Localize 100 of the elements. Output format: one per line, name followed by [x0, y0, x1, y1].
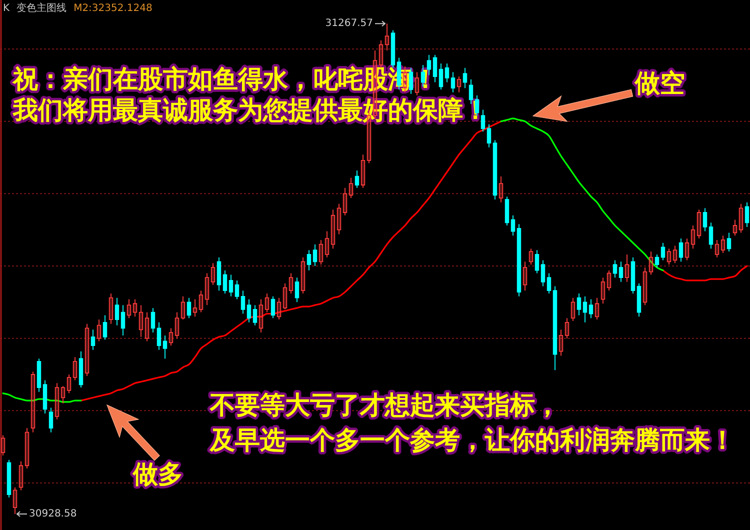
candlestick: [78, 350, 84, 388]
candlestick: [252, 304, 258, 326]
candlestick: [612, 260, 618, 278]
annotation: K: [3, 3, 10, 14]
candlestick: [48, 407, 54, 433]
candlestick: [342, 187, 348, 216]
candlestick: [354, 170, 360, 188]
candlestick: [276, 297, 282, 320]
candlestick: [198, 290, 204, 313]
candlestick: [126, 298, 132, 319]
candlestick: [96, 319, 102, 342]
candlestick: [168, 328, 174, 346]
candlestick: [384, 23, 390, 51]
candlestick: [120, 304, 126, 336]
candlestick: [582, 296, 588, 323]
candlestick: [18, 460, 24, 491]
candlestick: [288, 272, 294, 294]
candlestick: [678, 238, 684, 262]
candlestick: [594, 297, 600, 320]
candlestick: [12, 486, 18, 514]
candlestick: [486, 124, 492, 148]
candlestick: [228, 274, 234, 297]
candlestick: [654, 254, 660, 268]
candlestick: [498, 176, 504, 203]
candlestick: [456, 76, 462, 93]
candlestick: [618, 261, 624, 282]
candlestick: [216, 256, 222, 292]
candlestick: [630, 256, 636, 294]
candlestick: [132, 298, 138, 318]
candlestick: [240, 290, 246, 314]
candlestick: [186, 297, 192, 319]
candlestick: [726, 232, 732, 252]
candlestick: [558, 329, 564, 356]
candlestick: [222, 270, 228, 294]
annotation: 做多: [132, 460, 183, 488]
annotation: 做空: [634, 68, 685, 98]
candlestick: [564, 318, 570, 339]
candlestick: [492, 140, 498, 200]
candlestick: [312, 244, 318, 266]
candlestick: [234, 280, 240, 300]
candlestick: [318, 240, 324, 266]
candlestick: [174, 312, 180, 339]
candlestick: [714, 240, 720, 258]
candlestick: [192, 298, 198, 318]
candlestick: [534, 250, 540, 274]
chart-title: 变色主图线: [16, 2, 67, 14]
candlestick: [294, 277, 300, 303]
candlestick: [156, 322, 162, 350]
candlestick: [180, 296, 186, 320]
candlestick: [54, 382, 60, 420]
candlestick: [576, 293, 582, 316]
candlestick: [684, 238, 690, 261]
candlestick: [246, 298, 252, 323]
candlestick: [660, 242, 666, 261]
candlestick: [300, 256, 306, 294]
candlestick: [744, 202, 750, 228]
annotation: 30928.58: [29, 508, 77, 520]
candlestick: [108, 293, 114, 324]
candlestick: [360, 154, 366, 188]
candlestick: [0, 434, 6, 456]
candlestick: [672, 245, 678, 264]
candlestick: [624, 254, 630, 282]
candlestick: [588, 298, 594, 319]
candlestick: [738, 203, 744, 234]
candlestick: [36, 358, 42, 392]
candlestick: [462, 67, 468, 89]
candlestick: [306, 250, 312, 271]
candlestick: [84, 323, 90, 376]
annotation: M2:32352.1248: [74, 3, 152, 14]
candlestick: [60, 386, 66, 404]
annotation: 31267.57: [325, 18, 373, 30]
candlestick: [636, 282, 642, 318]
candlestick: [336, 203, 342, 235]
candlestick: [114, 297, 120, 326]
candlestick: [6, 459, 12, 498]
candlestick: [642, 267, 648, 306]
candlestick: [696, 209, 702, 239]
candlestick: [138, 304, 144, 338]
candlestick: [72, 356, 78, 381]
annotation: 不要等大亏了才想起来买指标，: [209, 390, 560, 420]
candlestick: [510, 214, 516, 236]
candlestick: [606, 270, 612, 292]
candlestick: [666, 248, 672, 266]
candlestick: [204, 272, 210, 306]
candlestick: [528, 248, 534, 266]
candlestick: [330, 209, 336, 250]
candlestick: [210, 262, 216, 286]
candlestick: [270, 296, 276, 319]
candlestick: [162, 334, 168, 360]
candlestick: [24, 428, 30, 469]
candlestick: [66, 374, 72, 394]
candlestick: [480, 109, 486, 132]
candlestick: [546, 272, 552, 294]
candlestick: [648, 251, 654, 276]
candlestick: [600, 277, 606, 304]
candlestick: [570, 297, 576, 322]
candlestick: [516, 224, 522, 297]
candlestick: [348, 177, 354, 198]
candlestick: [540, 260, 546, 287]
candlestick: [144, 312, 150, 342]
